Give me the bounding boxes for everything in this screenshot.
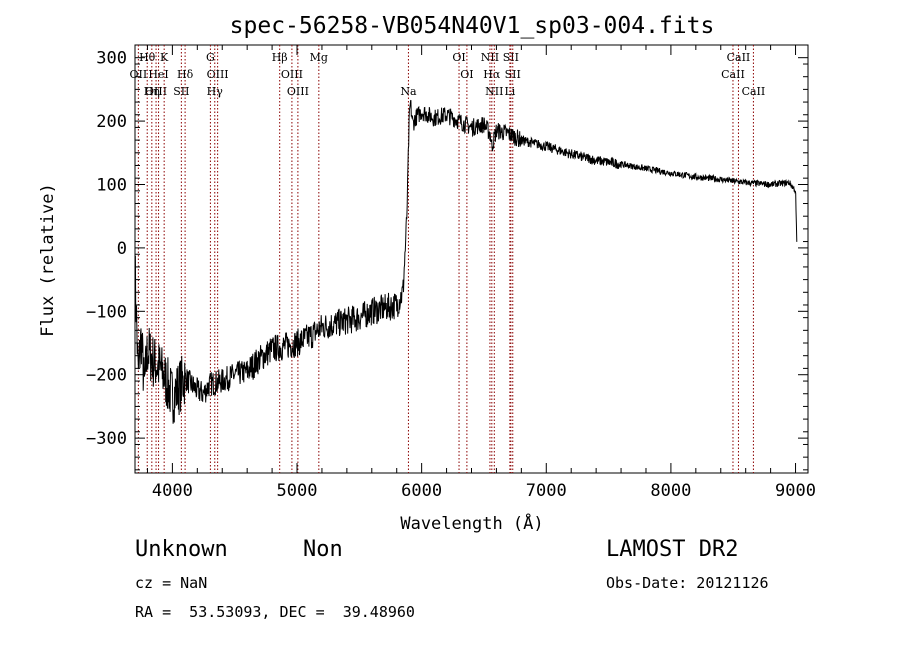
- y-axis: −300 −200 −100 0 100 200 300: [86, 49, 808, 471]
- x-tick-label-0: 4000: [152, 481, 193, 501]
- marker-label-23: Li: [504, 85, 515, 98]
- y-tick-label-4: 100: [96, 175, 127, 195]
- marker-label-26: CaII: [742, 85, 766, 98]
- y-tick-label-6: 300: [96, 49, 127, 69]
- object-subclass: Non: [303, 537, 343, 562]
- marker-label-13: OIII: [287, 85, 309, 98]
- x-tick-label-1: 5000: [277, 481, 318, 501]
- x-tick-label-5: 9000: [775, 481, 816, 501]
- y-tick-label-1: −200: [86, 366, 127, 386]
- y-tick-label-0: −300: [86, 429, 127, 449]
- marker-label-4: Hη: [144, 85, 160, 98]
- marker-label-10: Hγ: [207, 85, 224, 98]
- coordinates-label: RA = 53.53093, DEC = 39.48960: [135, 603, 415, 621]
- marker-label-16: OI: [452, 51, 465, 64]
- marker-label-1: OII: [130, 68, 148, 81]
- x-axis: 4000 5000 6000 7000 8000 9000: [146, 45, 816, 501]
- marker-label-19: Hα: [483, 68, 501, 81]
- x-tick-label-3: 7000: [526, 481, 567, 501]
- marker-label-0: Hθ: [139, 51, 156, 64]
- marker-label-20: NII: [485, 85, 503, 98]
- marker-label-11: Hβ: [272, 51, 288, 64]
- marker-label-14: Mg: [310, 51, 328, 64]
- y-axis-label: Flux (relative): [38, 183, 58, 337]
- plot-frame: [134, 44, 809, 474]
- marker-label-7: SII: [173, 85, 189, 98]
- marker-label-15: Na: [400, 85, 417, 98]
- spectrum-series: [134, 99, 798, 424]
- marker-label-12: OIII: [281, 68, 303, 81]
- spectral-line-markers: HθOIIOIIIHeIHηKHδSIIGOIIIHγHβOIIIOIIIMgN…: [130, 45, 766, 473]
- marker-label-25: CaII: [721, 68, 745, 81]
- spectrum-line-0: [134, 99, 798, 424]
- x-tick-label-4: 8000: [650, 481, 691, 501]
- marker-label-8: G: [206, 51, 215, 64]
- chart-title: spec-56258-VB054N40V1_sp03-004.fits: [230, 13, 715, 39]
- marker-label-17: OI: [460, 68, 473, 81]
- survey-label: LAMOST DR2: [606, 537, 739, 562]
- y-tick-label-3: 0: [117, 239, 127, 259]
- obs-date-label: Obs-Date: 20121126: [606, 574, 769, 592]
- x-tick-label-2: 6000: [401, 481, 442, 501]
- marker-label-21: SII: [503, 51, 519, 64]
- marker-label-9: OIII: [207, 68, 229, 81]
- redshift-label: cz = NaN: [135, 574, 208, 592]
- y-tick-label-5: 200: [96, 112, 127, 132]
- marker-label-2: OIII: [145, 85, 167, 98]
- x-axis-label: Wavelength (Å): [400, 512, 543, 534]
- marker-label-24: CaII: [727, 51, 751, 64]
- y-tick-label-2: −100: [86, 302, 127, 322]
- object-class: Unknown: [135, 537, 228, 562]
- marker-label-6: Hδ: [177, 68, 194, 81]
- marker-label-5: K: [160, 51, 169, 64]
- marker-label-22: SII: [505, 68, 521, 81]
- marker-label-18: NII: [481, 51, 499, 64]
